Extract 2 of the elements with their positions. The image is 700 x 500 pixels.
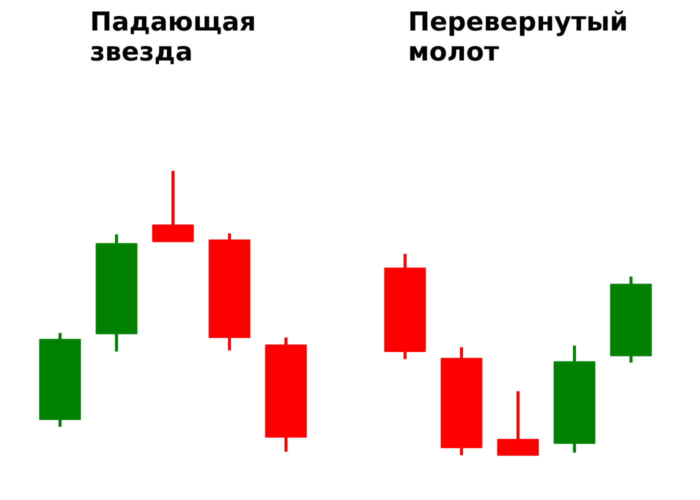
chart-title: Падающая звезда xyxy=(90,8,256,68)
chart-title: Перевернутый молот xyxy=(408,8,628,68)
